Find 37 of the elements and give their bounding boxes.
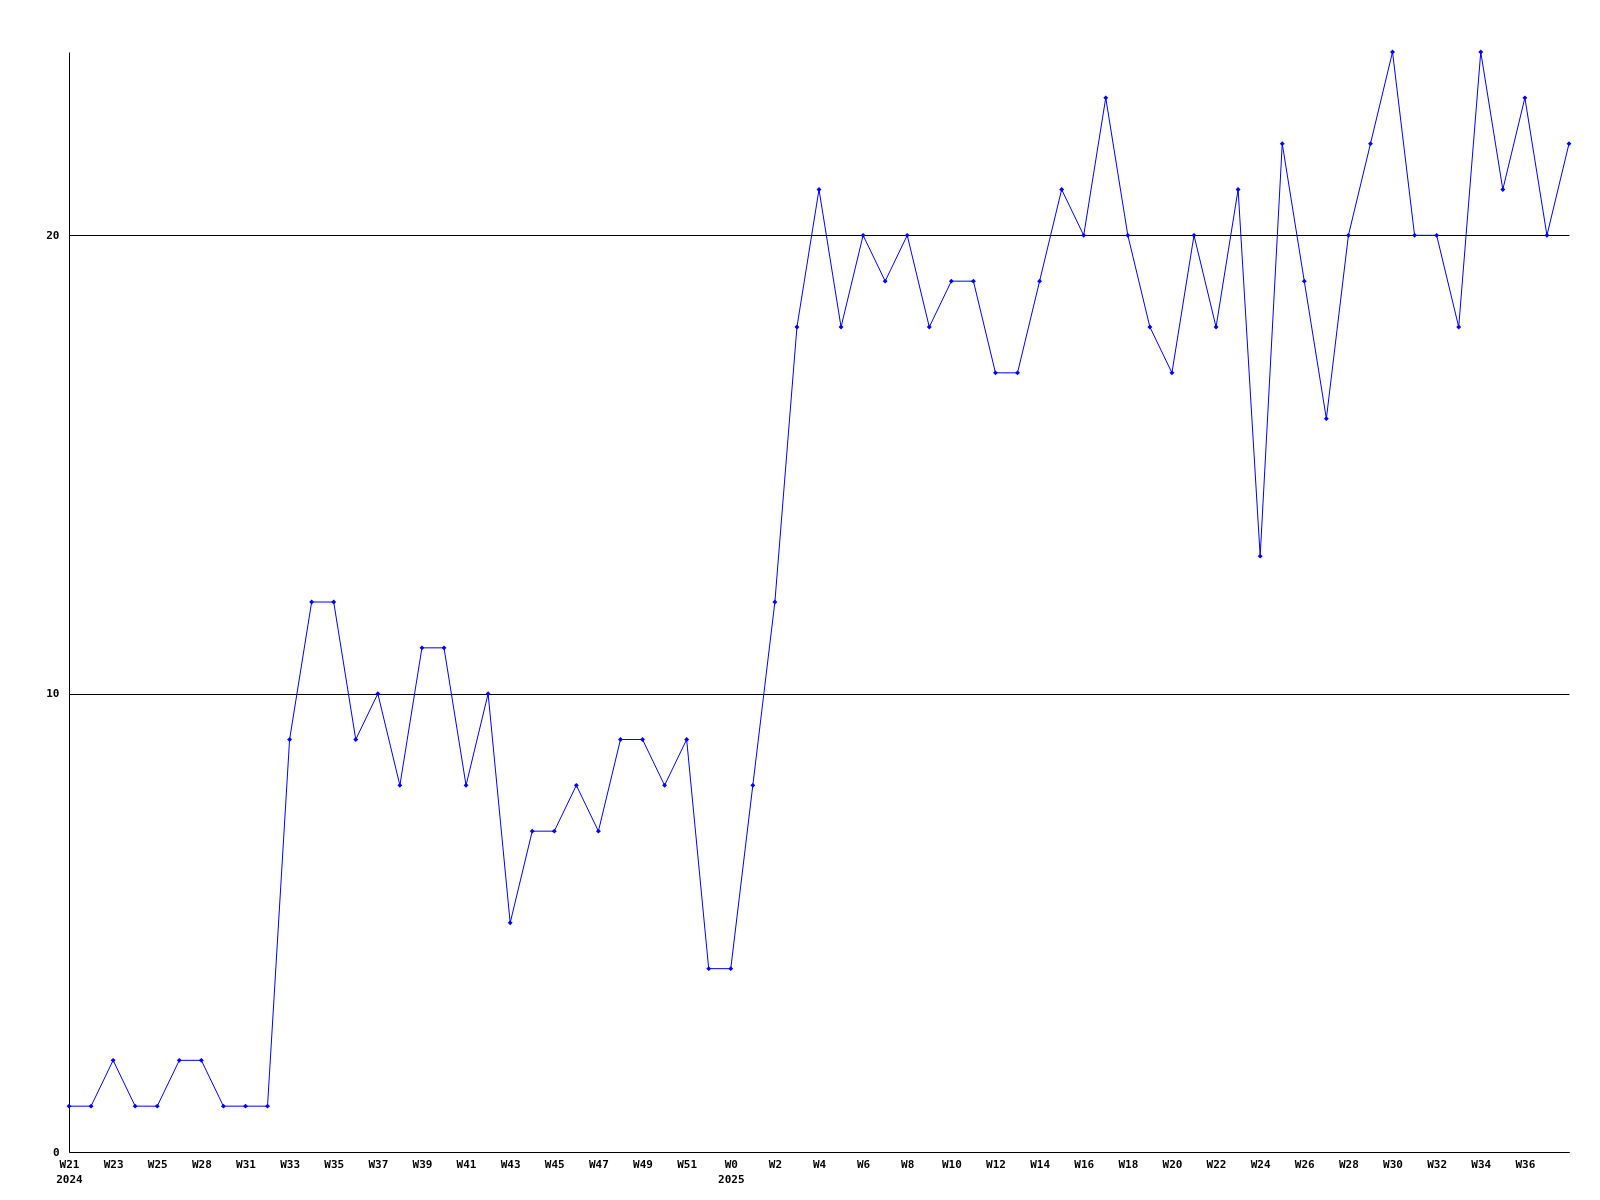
x-tick-label: W37: [368, 1157, 389, 1171]
y-tick-label: 0: [52, 1145, 60, 1159]
x-tick-label: W10: [941, 1157, 962, 1171]
x-tick-label: W16: [1074, 1157, 1095, 1171]
x-tick-label: W26: [1294, 1157, 1316, 1171]
x-tick-label: W33: [280, 1157, 301, 1171]
x-tick-label: W18: [1118, 1157, 1139, 1171]
x-tick-label: W6: [856, 1157, 871, 1171]
x-tick-label: W8: [901, 1157, 915, 1171]
x-tick-label: W22: [1206, 1157, 1227, 1171]
x-tick-label: W14: [1030, 1157, 1051, 1171]
x-tick-label: W45: [544, 1157, 565, 1171]
y-tick-label: 10: [46, 687, 60, 701]
x-tick-label: W24: [1250, 1157, 1271, 1171]
x-tick-label: W47: [588, 1157, 609, 1171]
x-tick-label: W20: [1162, 1157, 1183, 1171]
x-tick-label: W30: [1383, 1157, 1403, 1171]
x-tick-label: W25: [147, 1157, 168, 1171]
y-tick-label: 20: [46, 228, 60, 242]
x-tick-label: W49: [633, 1157, 653, 1171]
x-tick-label: W34: [1471, 1157, 1492, 1171]
x-tick-label: W32: [1427, 1157, 1448, 1171]
x-tick-label: W12: [986, 1157, 1006, 1171]
x-tick-label: W31: [236, 1157, 257, 1171]
x-tick-label: W4: [812, 1157, 827, 1171]
x-tick-label: W51: [677, 1157, 698, 1171]
x-tick-label: W41: [456, 1157, 477, 1171]
x-tick-label: W0 2025: [718, 1157, 745, 1186]
x-tick-label: W21 2024: [56, 1157, 84, 1186]
x-tick-label: W2: [768, 1157, 783, 1171]
x-tick-label: W28: [191, 1157, 212, 1171]
x-tick-label: W28: [1338, 1157, 1359, 1171]
x-tick-label: W36: [1515, 1157, 1536, 1171]
x-tick-label: W43: [500, 1157, 521, 1171]
x-tick-label: W23: [103, 1157, 124, 1171]
x-tick-label: W35: [324, 1157, 345, 1171]
x-tick-label: W39: [412, 1157, 433, 1171]
